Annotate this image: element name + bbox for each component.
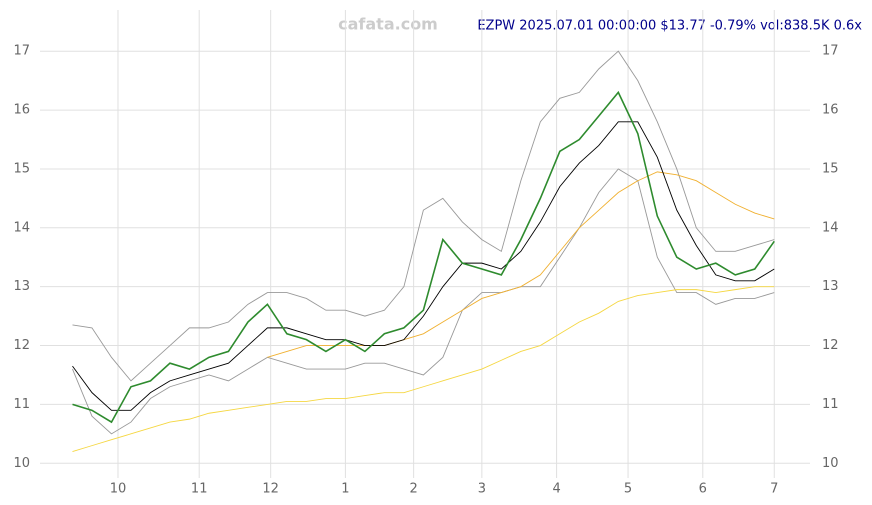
x-tick-label: 2 [409,482,417,497]
y-tick-label-right: 16 [822,103,839,118]
y-tick-label-right: 14 [822,220,839,235]
y-tick-label: 11 [13,397,30,412]
chart-title: EZPW 2025.07.01 00:00:00 $13.77 -0.79% v… [477,19,862,34]
x-tick-label: 7 [770,482,778,497]
x-tick-label: 6 [699,482,707,497]
x-tick-label: 3 [478,482,486,497]
x-tick-label: 12 [262,482,279,497]
y-tick-label-right: 10 [822,456,839,471]
series-line [267,171,775,358]
x-tick-label: 11 [191,482,208,497]
y-tick-label: 15 [13,161,30,176]
watermark: cafata.com [338,15,438,34]
y-tick-label-right: 15 [822,161,839,176]
y-tick-label: 10 [13,456,30,471]
y-tick-label: 17 [13,44,30,59]
series-line [72,286,775,452]
series-line [72,90,775,424]
series-line [72,168,775,435]
y-tick-label: 14 [13,220,30,235]
x-tick-label: 5 [624,482,632,497]
y-tick-label: 12 [13,338,30,353]
y-tick-label: 16 [13,103,30,118]
y-tick-label: 13 [13,279,30,294]
y-tick-label-right: 11 [822,397,839,412]
series-line [72,121,775,411]
x-tick-label: 4 [552,482,560,497]
x-tick-label: 1 [341,482,349,497]
y-tick-label-right: 13 [822,279,839,294]
y-tick-label-right: 12 [822,338,839,353]
y-tick-label-right: 17 [822,44,839,59]
series-line [72,50,775,382]
x-tick-label: 10 [110,482,127,497]
